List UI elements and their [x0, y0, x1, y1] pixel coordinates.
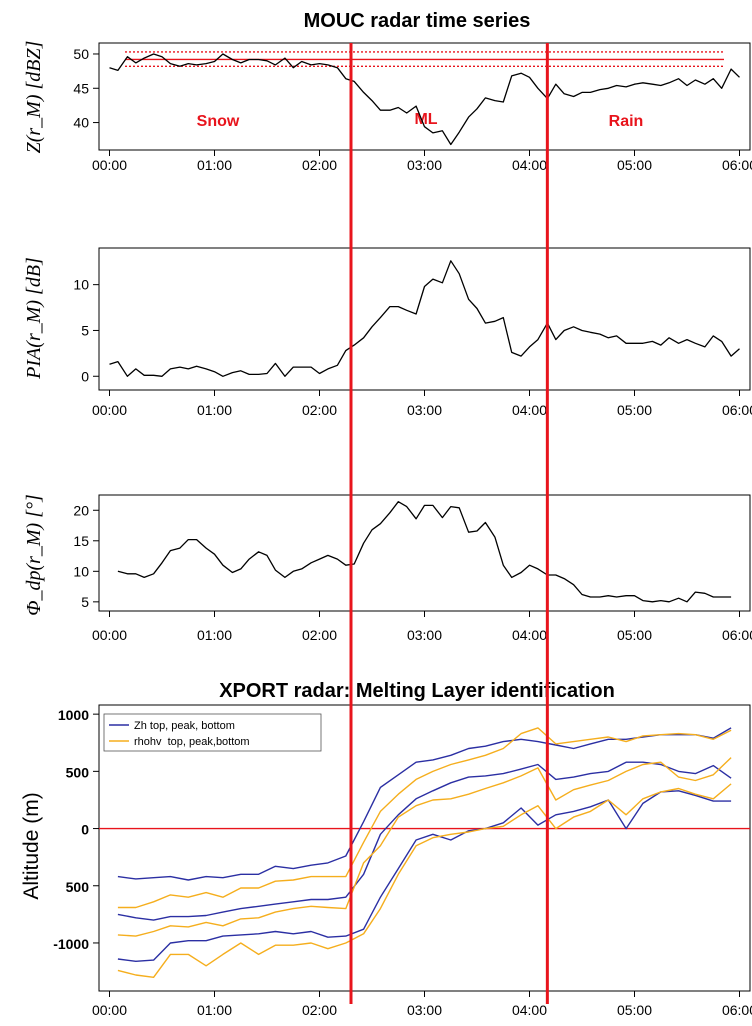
x-tick-label-4-6: 06:00: [722, 1002, 752, 1018]
series-line-4-1: [117, 727, 732, 881]
series-line-4-5: [117, 757, 732, 937]
y-tick-label-2-2: 10: [73, 277, 89, 293]
legend-box: [103, 713, 322, 752]
x-tick-label-4-5: 05:00: [617, 1002, 652, 1018]
x-tick-label-4-4: 04:00: [512, 1002, 547, 1018]
x-tick-label-3-0: 00:00: [92, 627, 127, 643]
x-tick-label-3-3: 03:00: [407, 627, 442, 643]
series-line-4-4: [117, 727, 732, 909]
x-tick-label-1-0: 00:00: [92, 157, 127, 173]
y-tick-label-4-4: -1000: [53, 936, 89, 952]
legend: Zh top, peak, bottom rhohv top, peak,bot…: [103, 713, 322, 752]
x-tick-label-4-1: 01:00: [197, 1002, 232, 1018]
x-tick-label-3-2: 02:00: [302, 627, 337, 643]
y-tick-label-4-0: 1000: [58, 707, 89, 723]
y-tick-label-2-0: 0: [81, 368, 89, 384]
x-tick-label-2-1: 01:00: [197, 402, 232, 418]
annotation-rain: Rain: [609, 113, 644, 130]
chart-title-mouc: MOUC radar time series: [304, 10, 531, 32]
y-axis-label-altitude: Altitude (m): [20, 792, 43, 899]
x-tick-label-2-6: 06:00: [722, 402, 752, 418]
x-tick-label-4-3: 03:00: [407, 1002, 442, 1018]
x-tick-label-1-6: 06:00: [722, 157, 752, 173]
x-tick-label-3-1: 01:00: [197, 627, 232, 643]
legend-label-zh: Zh top, peak, bottom: [134, 720, 235, 732]
y-tick-label-1-1: 45: [73, 80, 89, 96]
y-tick-label-3-1: 10: [73, 563, 89, 579]
annotation-snow: Snow: [197, 113, 240, 130]
y-tick-label-3-0: 5: [81, 594, 89, 610]
legend-label-rhohv: rhohv top, peak,bottom: [134, 736, 250, 748]
series-line-4-3: [117, 790, 732, 962]
x-tick-label-4-0: 00:00: [92, 1002, 127, 1018]
annotation-ml: ML: [414, 111, 437, 128]
y-tick-label-2-1: 5: [81, 322, 89, 338]
y-tick-label-1-2: 50: [73, 46, 89, 62]
x-tick-label-2-2: 02:00: [302, 402, 337, 418]
x-tick-label-1-3: 03:00: [407, 157, 442, 173]
y-tick-label-3-3: 20: [73, 502, 89, 518]
x-tick-label-2-5: 05:00: [617, 402, 652, 418]
x-tick-label-2-3: 03:00: [407, 402, 442, 418]
y-axis-label-phidp: Φ_dp(r_M) [°]: [23, 494, 45, 616]
y-tick-label-4-2: 0: [81, 822, 89, 838]
series-line-4-2: [117, 761, 732, 921]
x-tick-label-3-6: 06:00: [722, 627, 752, 643]
x-tick-label-1-2: 02:00: [302, 157, 337, 173]
y-tick-label-4-3: 500: [66, 879, 90, 895]
x-tick-label-1-1: 01:00: [197, 157, 232, 173]
y-tick-label-3-2: 15: [73, 533, 89, 549]
series-line-3-1: [117, 501, 732, 603]
x-tick-label-1-4: 04:00: [512, 157, 547, 173]
y-axis-label-z: Z(r_M) [dBZ]: [23, 41, 45, 154]
x-tick-label-3-4: 04:00: [512, 627, 547, 643]
series-line-1-1: [109, 53, 740, 146]
plot-layer: 00:00 01:00 02:00 03:00 04:00 05:00 06:00 40 45 5…: [53, 43, 752, 1018]
x-tick-label-1-5: 05:00: [617, 157, 652, 173]
series-line-4-6: [117, 783, 732, 978]
chart-title-xport: XPORT radar: Melting Layer identificatio…: [219, 680, 615, 702]
series-line-2-1: [109, 260, 740, 377]
x-tick-label-2-4: 04:00: [512, 402, 547, 418]
y-axis-label-pia: PIA(r_M) [dB]: [23, 257, 45, 380]
y-tick-label-4-1: 500: [66, 764, 90, 780]
x-tick-label-4-2: 02:00: [302, 1002, 337, 1018]
panel-frame-pia: [98, 247, 751, 391]
panel-frame-phidp: [98, 494, 751, 612]
y-tick-label-1-0: 40: [73, 115, 89, 131]
x-tick-label-3-5: 05:00: [617, 627, 652, 643]
x-tick-label-2-0: 00:00: [92, 402, 127, 418]
